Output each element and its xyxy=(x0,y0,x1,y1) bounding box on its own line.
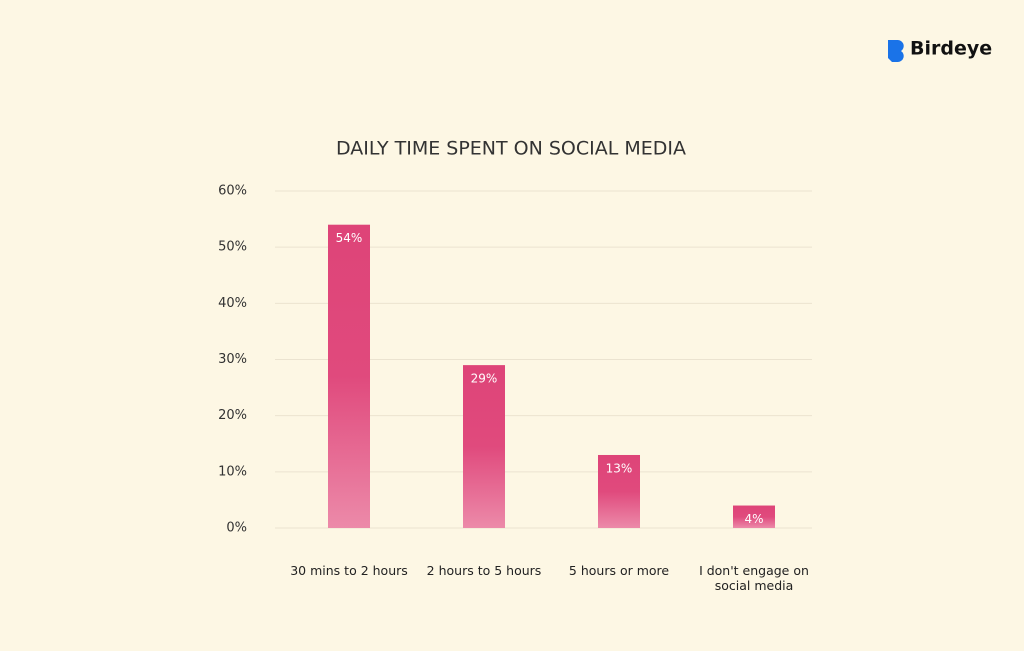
x-tick-label: 2 hours to 5 hours xyxy=(426,563,542,578)
x-tick-label: 5 hours or more xyxy=(568,563,670,578)
y-tick-label: 10% xyxy=(218,464,247,479)
y-tick-label: 0% xyxy=(226,521,247,536)
y-tick-label: 40% xyxy=(218,296,247,311)
y-tick-label: 50% xyxy=(218,240,247,255)
value-label: 54% xyxy=(336,231,363,245)
value-label: 29% xyxy=(471,372,498,386)
logo-text: Birdeye xyxy=(910,38,992,60)
bar xyxy=(598,454,640,528)
y-tick-label: 60% xyxy=(218,184,247,199)
value-label: 13% xyxy=(606,461,633,475)
x-tick-label: I don't engage on social media xyxy=(699,563,809,593)
value-label: 4% xyxy=(744,512,763,526)
bar xyxy=(328,224,370,528)
y-tick-label: 30% xyxy=(218,352,247,367)
x-tick-label: 30 mins to 2 hours xyxy=(290,563,408,578)
logo-icon xyxy=(888,40,904,62)
bar xyxy=(733,505,775,528)
y-tick-label: 20% xyxy=(218,408,247,423)
chart-title: DAILY TIME SPENT ON SOCIAL MEDIA xyxy=(336,138,686,160)
bar xyxy=(463,365,505,528)
